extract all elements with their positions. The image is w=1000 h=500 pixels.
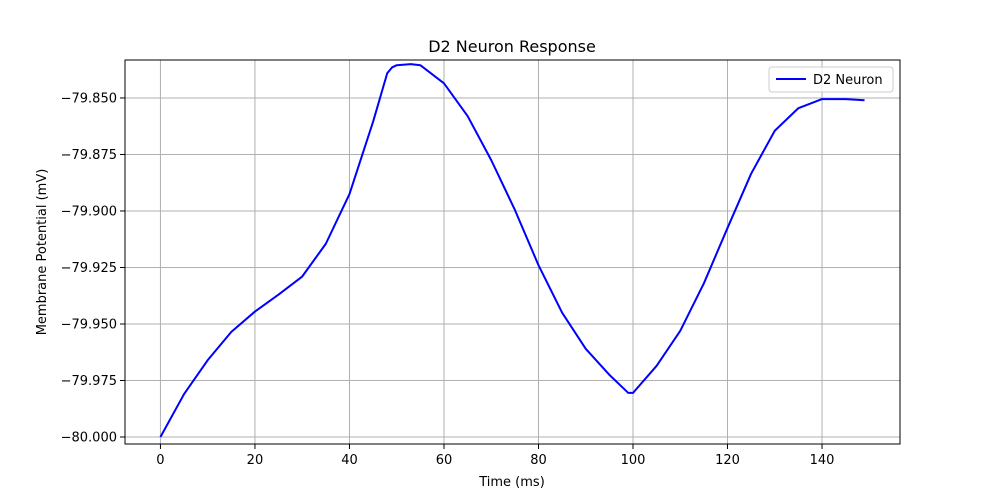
legend: D2 Neuron	[768, 66, 894, 93]
x-tick-label: 40	[341, 453, 358, 468]
y-tick-label: −79.875	[61, 148, 117, 163]
x-gridlines	[159, 60, 823, 444]
series-line-d2-neuron	[159, 63, 865, 438]
legend-label: D2 Neuron	[813, 73, 883, 88]
y-tick-label: −79.850	[61, 91, 117, 106]
y-tick-label: −79.950	[61, 317, 117, 332]
x-tick-label: 120	[715, 453, 740, 468]
x-tick-label: 20	[247, 453, 264, 468]
x-tick-label: 80	[530, 453, 547, 468]
x-tick-label: 100	[621, 453, 646, 468]
x-axis-title: Time (ms)	[478, 475, 545, 490]
y-tick-label: −80.000	[61, 430, 117, 445]
chart-title: D2 Neuron Response	[428, 37, 596, 56]
y-tick-label: −79.925	[61, 261, 117, 276]
plot-frame	[124, 59, 901, 445]
y-axis-title: Membrane Potential (mV)	[35, 169, 50, 336]
y-gridlines	[125, 97, 900, 438]
x-tick-label: 0	[156, 453, 164, 468]
legend-box	[768, 66, 894, 93]
x-tick-label: 60	[436, 453, 453, 468]
x-tick-label: 140	[810, 453, 835, 468]
series-layer	[159, 63, 865, 438]
y-tick-label: −79.900	[61, 204, 117, 219]
y-axis-ticks: −80.000 −79.975 −79.950 −79.925 −79.900 −79.8…	[61, 91, 125, 445]
plot-area	[125, 60, 900, 444]
x-axis-ticks: 0 20 40 60 80 100 120 140	[156, 444, 834, 468]
y-tick-label: −79.975	[61, 374, 117, 389]
